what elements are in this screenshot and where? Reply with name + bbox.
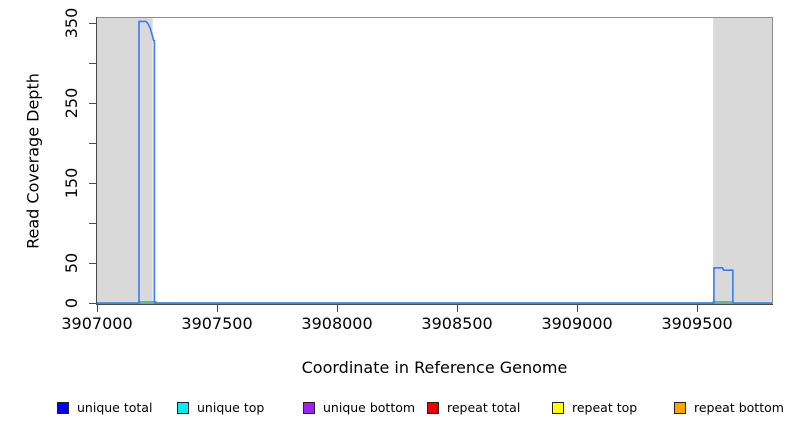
x-axis-line: [96, 304, 773, 305]
y-tick: [89, 23, 96, 24]
legend-item-repeat-bottom: repeat bottom: [674, 399, 784, 417]
y-tick-label: 250: [62, 87, 81, 119]
legend-label: repeat total: [447, 399, 521, 415]
legend-swatch-icon: [674, 402, 686, 414]
x-tick: [697, 305, 699, 312]
shaded-region: [713, 18, 772, 304]
legend-item-unique-bottom: unique bottom: [303, 399, 415, 417]
x-axis-title: Coordinate in Reference Genome: [301, 358, 568, 377]
x-tick: [457, 305, 459, 312]
legend-label: unique total: [77, 399, 153, 415]
y-tick-label: 350: [62, 7, 81, 39]
legend-swatch-icon: [57, 402, 69, 414]
y-axis-line: [96, 17, 97, 305]
legend-label: unique top: [197, 399, 265, 415]
x-tick: [577, 305, 579, 312]
y-axis-title: Read Coverage Depth: [23, 73, 43, 249]
x-tick-label: 3908500: [421, 314, 493, 333]
plot-area: [96, 17, 773, 305]
y-tick: [89, 63, 96, 64]
legend-swatch-icon: [552, 402, 564, 414]
y-tick: [89, 263, 96, 264]
shaded-region: [97, 18, 153, 304]
y-tick-label: 50: [62, 252, 81, 274]
x-tick-label: 3908000: [301, 314, 373, 333]
x-tick: [97, 305, 98, 312]
y-tick-label: 150: [62, 167, 81, 199]
x-tick-label: 3909500: [661, 314, 733, 333]
y-tick-label: 0: [62, 297, 81, 309]
legend-item-repeat-top: repeat top: [552, 399, 637, 417]
plot-canvas: [97, 18, 772, 304]
x-tick: [337, 305, 339, 312]
legend-item-unique-total: unique total: [57, 399, 152, 417]
legend-item-repeat-total: repeat total: [427, 399, 520, 417]
x-tick-label: 3907000: [61, 314, 133, 333]
y-tick: [89, 303, 96, 304]
x-tick-label: 3909000: [541, 314, 613, 333]
legend-item-unique-top: unique top: [177, 399, 264, 417]
x-tick-label: 3907500: [181, 314, 253, 333]
legend-swatch-icon: [177, 402, 189, 414]
y-tick: [89, 223, 96, 224]
x-tick: [217, 305, 219, 312]
series-line-unique-total: [97, 20, 772, 304]
legend-label: repeat bottom: [694, 399, 784, 415]
legend-swatch-icon: [303, 402, 315, 414]
y-tick: [89, 143, 96, 144]
y-tick: [89, 183, 96, 184]
legend-label: repeat top: [572, 399, 638, 415]
y-tick: [89, 103, 96, 104]
legend-swatch-icon: [427, 402, 439, 414]
legend-label: unique bottom: [323, 399, 416, 415]
